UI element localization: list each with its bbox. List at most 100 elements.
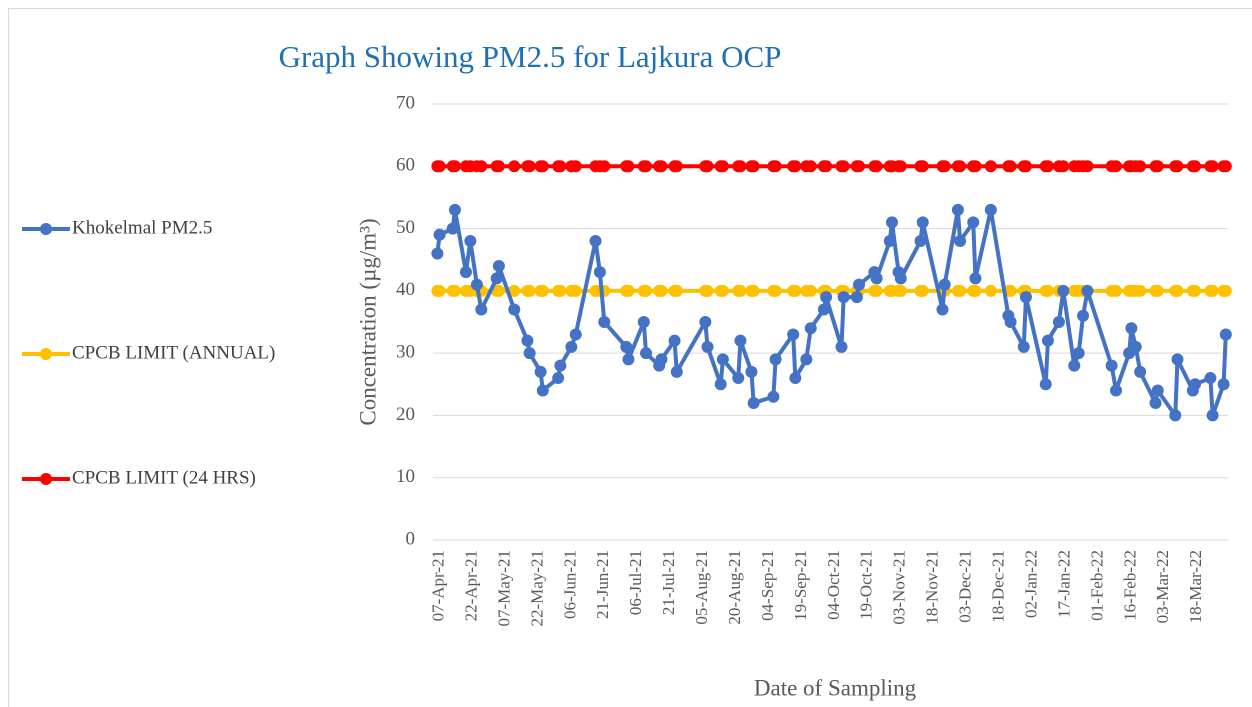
data-point — [1068, 359, 1081, 372]
data-point — [523, 347, 536, 360]
data-point — [967, 216, 980, 229]
data-point — [536, 384, 549, 397]
data-point — [938, 278, 951, 291]
data-point — [569, 328, 582, 341]
x-tick-label: 18-Nov-21 — [923, 550, 942, 625]
data-point — [714, 378, 727, 391]
data-point — [916, 216, 929, 229]
data-point — [433, 228, 446, 241]
data-point — [1041, 334, 1054, 347]
data-point — [593, 266, 606, 279]
data-point — [699, 316, 712, 328]
x-tick-label: 04-Sep-21 — [758, 550, 777, 621]
data-point — [1041, 160, 1054, 173]
data-point — [1019, 291, 1032, 304]
data-point — [701, 160, 714, 173]
data-point — [951, 203, 964, 216]
data-point — [508, 160, 521, 173]
data-point — [732, 372, 745, 385]
data-point — [1171, 284, 1184, 297]
x-tick-label: 03-Nov-21 — [890, 550, 909, 625]
data-point — [916, 284, 929, 297]
data-point — [490, 272, 503, 285]
x-tick-label: 18-Mar-22 — [1186, 550, 1205, 623]
data-point — [984, 160, 997, 173]
data-point — [448, 160, 461, 173]
x-tick-label: 03-Dec-21 — [956, 550, 975, 623]
data-point — [569, 284, 582, 297]
data-point — [565, 340, 578, 353]
data-point — [1072, 347, 1085, 360]
data-point — [492, 160, 505, 173]
data-point — [817, 303, 830, 316]
data-point — [1004, 160, 1017, 173]
data-point — [1189, 160, 1202, 173]
data-point — [536, 284, 549, 297]
data-point — [804, 284, 817, 297]
data-point — [820, 160, 833, 173]
data-point — [448, 203, 461, 216]
data-point — [554, 160, 567, 173]
data-point — [954, 284, 967, 297]
data-point — [1189, 378, 1202, 391]
data-point — [747, 396, 760, 409]
data-point — [1129, 340, 1142, 353]
data-point — [534, 365, 547, 378]
data-point — [1105, 359, 1118, 372]
data-point — [804, 322, 817, 335]
x-tick-label: 19-Sep-21 — [791, 550, 810, 621]
data-point — [1169, 409, 1182, 422]
data-point — [475, 160, 488, 173]
legend-label: CPCB LIMIT (ANNUAL) — [72, 342, 275, 363]
data-point — [1109, 384, 1122, 397]
data-point — [1151, 284, 1164, 297]
data-point — [1171, 353, 1184, 366]
data-point — [1149, 396, 1162, 409]
data-point — [1219, 284, 1232, 297]
data-point — [1041, 284, 1054, 297]
data-point — [769, 353, 782, 366]
x-tick-label: 21-Jul-21 — [659, 550, 678, 615]
x-tick-label: 06-Jul-21 — [626, 550, 645, 615]
data-point — [1206, 160, 1219, 173]
data-point — [1134, 365, 1147, 378]
y-tick-label: 10 — [396, 466, 415, 487]
data-point — [1125, 322, 1138, 335]
data-point — [433, 160, 446, 173]
x-tick-label: 19-Oct-21 — [857, 550, 876, 620]
x-axis-title: Date of Sampling — [754, 675, 917, 700]
data-point — [569, 160, 582, 173]
data-point — [769, 160, 782, 173]
data-point — [598, 316, 611, 328]
chart-title: Graph Showing PM2.5 for Lajkura OCP — [279, 39, 782, 74]
data-point — [800, 353, 813, 366]
data-point — [716, 160, 729, 173]
data-point — [716, 284, 729, 297]
data-point — [668, 334, 681, 347]
data-point — [734, 334, 747, 347]
data-point — [969, 272, 982, 285]
x-tick-label: 20-Aug-21 — [725, 550, 744, 625]
data-point — [853, 160, 866, 173]
data-point — [1206, 284, 1219, 297]
legend-marker — [40, 473, 52, 485]
data-point — [969, 160, 982, 173]
data-point — [655, 284, 668, 297]
data-point — [670, 365, 683, 378]
data-point — [767, 390, 780, 403]
x-tick-label: 21-Jun-21 — [593, 550, 612, 619]
legend-marker — [40, 348, 52, 360]
data-point — [938, 160, 951, 173]
data-point — [622, 353, 635, 366]
data-point — [820, 291, 833, 304]
data-point — [670, 284, 683, 297]
data-point — [716, 353, 729, 366]
x-tick-label: 22-May-21 — [527, 550, 546, 626]
y-tick-label: 0 — [406, 528, 416, 549]
data-point — [1057, 160, 1070, 173]
data-point — [954, 160, 967, 173]
data-point — [1109, 160, 1122, 173]
y-tick-label: 30 — [396, 342, 415, 363]
data-point — [1206, 409, 1219, 422]
